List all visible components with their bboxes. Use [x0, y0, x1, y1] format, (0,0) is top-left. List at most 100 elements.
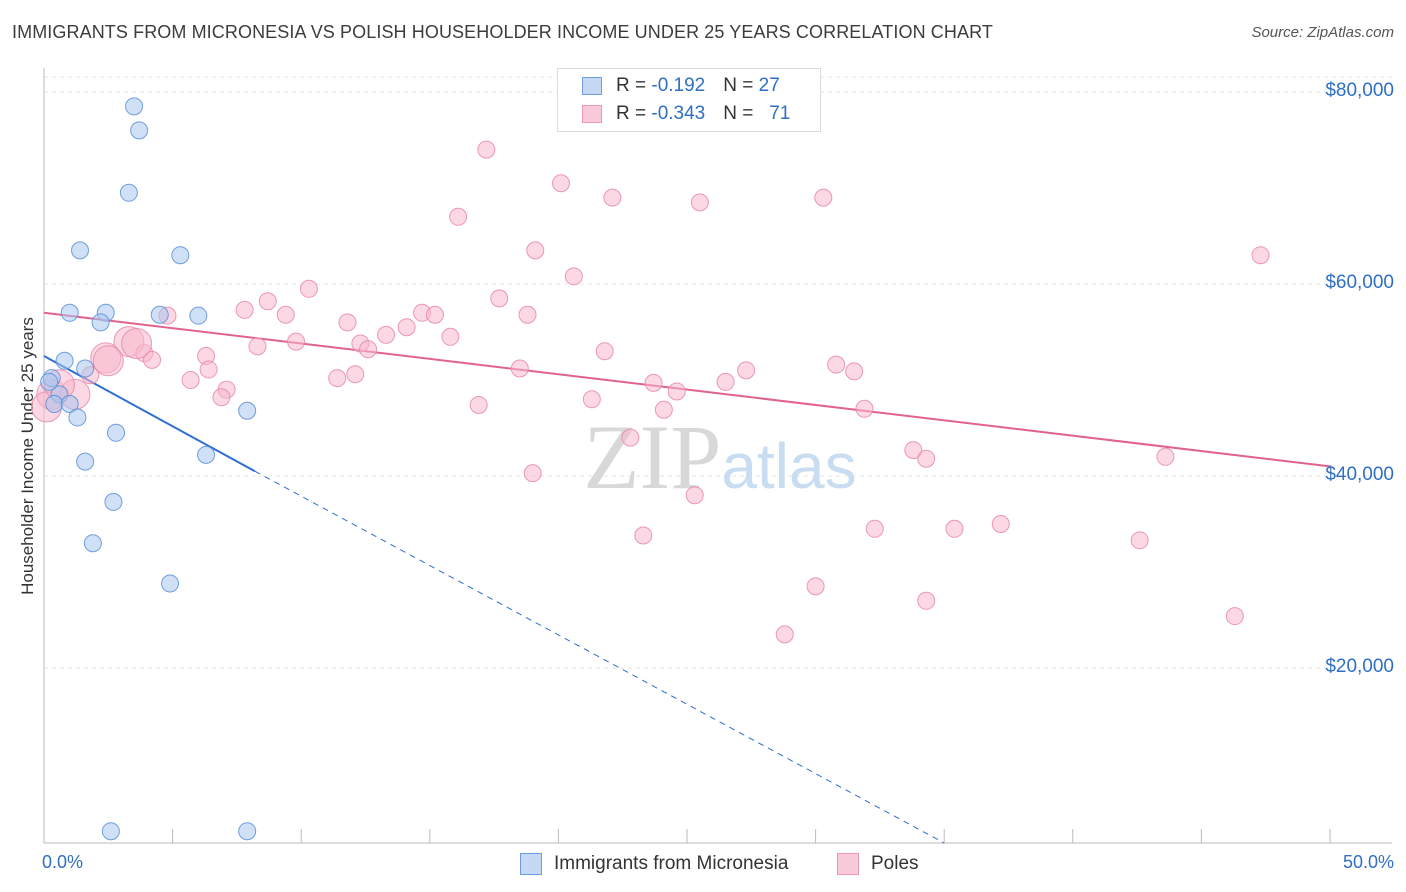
- poles-point: [564, 267, 583, 286]
- y-tick-label: $20,000: [1325, 656, 1394, 677]
- poles-point: [1130, 531, 1149, 550]
- legend-swatch-micronesia: [582, 77, 602, 95]
- poles-point: [991, 515, 1010, 533]
- micronesia-point: [60, 395, 79, 413]
- n-label: N =: [723, 75, 759, 96]
- poles-point: [917, 449, 936, 468]
- micronesia-point: [238, 822, 257, 841]
- legend-row-poles: R = -0.343 N = 71: [582, 101, 790, 127]
- poles-point: [181, 371, 200, 389]
- n-value-micronesia: 27: [758, 75, 780, 96]
- micronesia-point: [197, 445, 216, 464]
- micronesia-point: [91, 313, 110, 332]
- poles-point: [258, 292, 277, 311]
- poles-point: [775, 625, 794, 644]
- poles-point: [477, 140, 496, 159]
- poles-point: [287, 332, 306, 351]
- poles-point: [469, 395, 488, 414]
- micronesia-trend-line: [43, 355, 256, 473]
- x-tick-label-min: 0.0%: [42, 852, 84, 872]
- watermark: ZIPatlas: [583, 406, 856, 508]
- trend-lines: [43, 311, 1331, 844]
- poles-point: [397, 318, 416, 337]
- poles-point: [845, 362, 864, 381]
- poles-point: [1156, 447, 1175, 466]
- r-label: R =: [616, 103, 652, 124]
- poles-point: [199, 360, 218, 379]
- micronesia-point: [130, 121, 149, 140]
- poles-point: [526, 241, 545, 260]
- poles-point: [338, 313, 357, 332]
- n-value-poles: 71: [769, 103, 791, 124]
- gridlines: [44, 76, 1392, 669]
- poles-point: [917, 591, 936, 610]
- poles-point: [582, 390, 601, 409]
- micronesia-point: [55, 351, 74, 370]
- poles-point: [490, 289, 509, 308]
- poles-point: [855, 399, 874, 418]
- poles-point: [441, 327, 460, 346]
- r-value-poles: -0.343: [651, 103, 706, 124]
- micronesia-point: [68, 408, 87, 427]
- poles-point: [299, 279, 318, 298]
- poles-point: [806, 577, 825, 596]
- poles-point: [212, 388, 231, 407]
- poles-point: [667, 382, 686, 401]
- poles-point: [827, 355, 846, 374]
- poles-point: [143, 350, 162, 369]
- micronesia-point: [40, 372, 59, 391]
- y-tick-label: $60,000: [1325, 272, 1394, 293]
- poles-point: [510, 359, 529, 378]
- x-tick-label-max: 50.0%: [1342, 852, 1394, 872]
- legend-swatch-micronesia: [520, 853, 542, 875]
- micronesia-point: [76, 452, 95, 471]
- legend-item-micronesia[interactable]: Immigrants from Micronesia: [520, 851, 788, 877]
- poles-point: [425, 305, 444, 324]
- micronesia-point: [189, 306, 208, 325]
- micronesia-point: [119, 183, 138, 202]
- poles-point: [945, 519, 964, 538]
- data-points: [31, 97, 1270, 841]
- legend-label-micronesia: Immigrants from Micronesia: [554, 853, 789, 874]
- poles-point: [814, 188, 833, 207]
- legend-row-micronesia: R = -0.192 N = 27: [582, 73, 780, 99]
- r-value-micronesia: -0.192: [651, 75, 706, 96]
- r-label: R =: [616, 75, 652, 96]
- poles-point: [377, 325, 396, 344]
- poles-point: [235, 300, 254, 319]
- n-label: N =: [723, 103, 770, 124]
- micronesia-point: [125, 97, 144, 116]
- micronesia-trend-extension: [254, 470, 945, 844]
- chart-source: Source: ZipAtlas.com: [1251, 24, 1394, 41]
- poles-point: [603, 188, 622, 207]
- poles-point: [865, 519, 884, 538]
- poles-point: [1251, 246, 1270, 265]
- poles-point: [904, 441, 923, 460]
- poles-point: [121, 328, 153, 360]
- legend-swatch-poles: [837, 853, 859, 875]
- poles-point: [346, 365, 365, 384]
- micronesia-point: [161, 574, 180, 593]
- poles-point: [621, 428, 640, 447]
- micronesia-point: [71, 241, 90, 260]
- y-tick-label: $40,000: [1325, 464, 1394, 485]
- poles-point: [328, 369, 347, 388]
- stats-legend: R = -0.192 N = 27 R = -0.343 N = 71: [557, 68, 821, 132]
- micronesia-point: [107, 423, 126, 442]
- poles-point: [595, 342, 614, 361]
- poles-point: [690, 193, 709, 212]
- axes: [43, 68, 1392, 844]
- micronesia-point: [76, 359, 95, 378]
- y-tick-label: $80,000: [1325, 80, 1394, 101]
- poles-point: [359, 340, 378, 359]
- micronesia-point: [101, 822, 120, 841]
- poles-point: [685, 486, 704, 505]
- poles-point: [1225, 607, 1244, 626]
- poles-point: [518, 305, 537, 324]
- legend-label-poles: Poles: [871, 853, 919, 874]
- micronesia-point: [150, 305, 169, 324]
- micronesia-point: [171, 246, 190, 265]
- legend-item-poles[interactable]: Poles: [837, 851, 919, 877]
- poles-point: [551, 174, 570, 193]
